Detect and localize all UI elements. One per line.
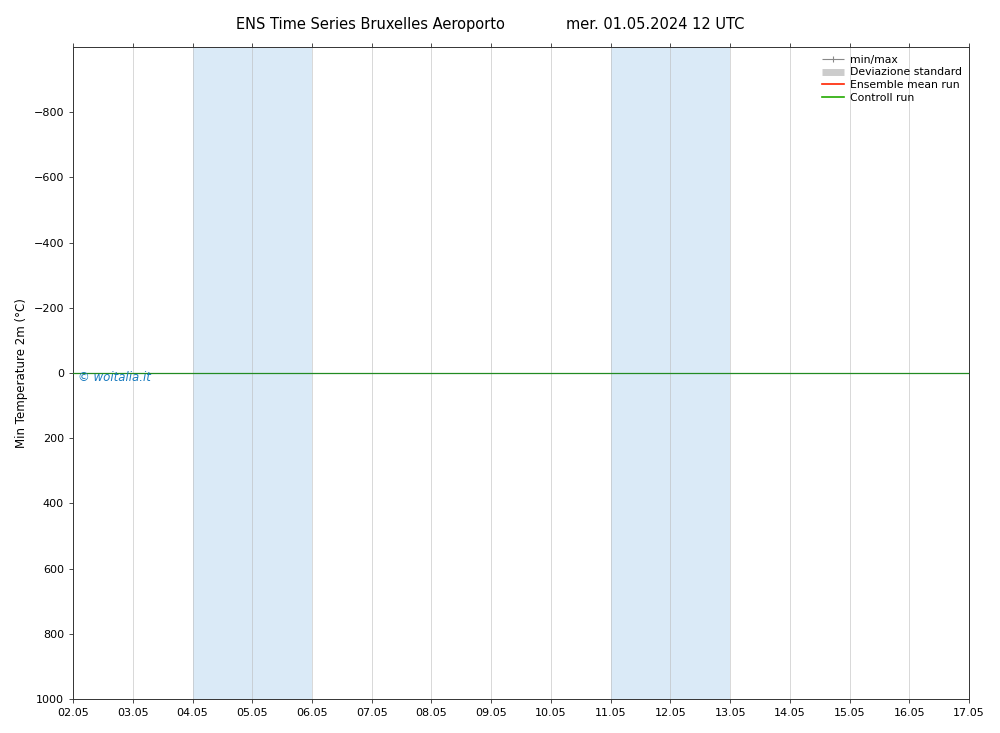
Y-axis label: Min Temperature 2m (°C): Min Temperature 2m (°C): [15, 298, 28, 448]
Text: mer. 01.05.2024 12 UTC: mer. 01.05.2024 12 UTC: [566, 17, 744, 32]
Legend: min/max, Deviazione standard, Ensemble mean run, Controll run: min/max, Deviazione standard, Ensemble m…: [820, 53, 964, 105]
Text: © woitalia.it: © woitalia.it: [78, 371, 150, 384]
Bar: [193, 47, 312, 699]
Bar: [611, 47, 730, 699]
Text: ENS Time Series Bruxelles Aeroporto: ENS Time Series Bruxelles Aeroporto: [236, 17, 504, 32]
